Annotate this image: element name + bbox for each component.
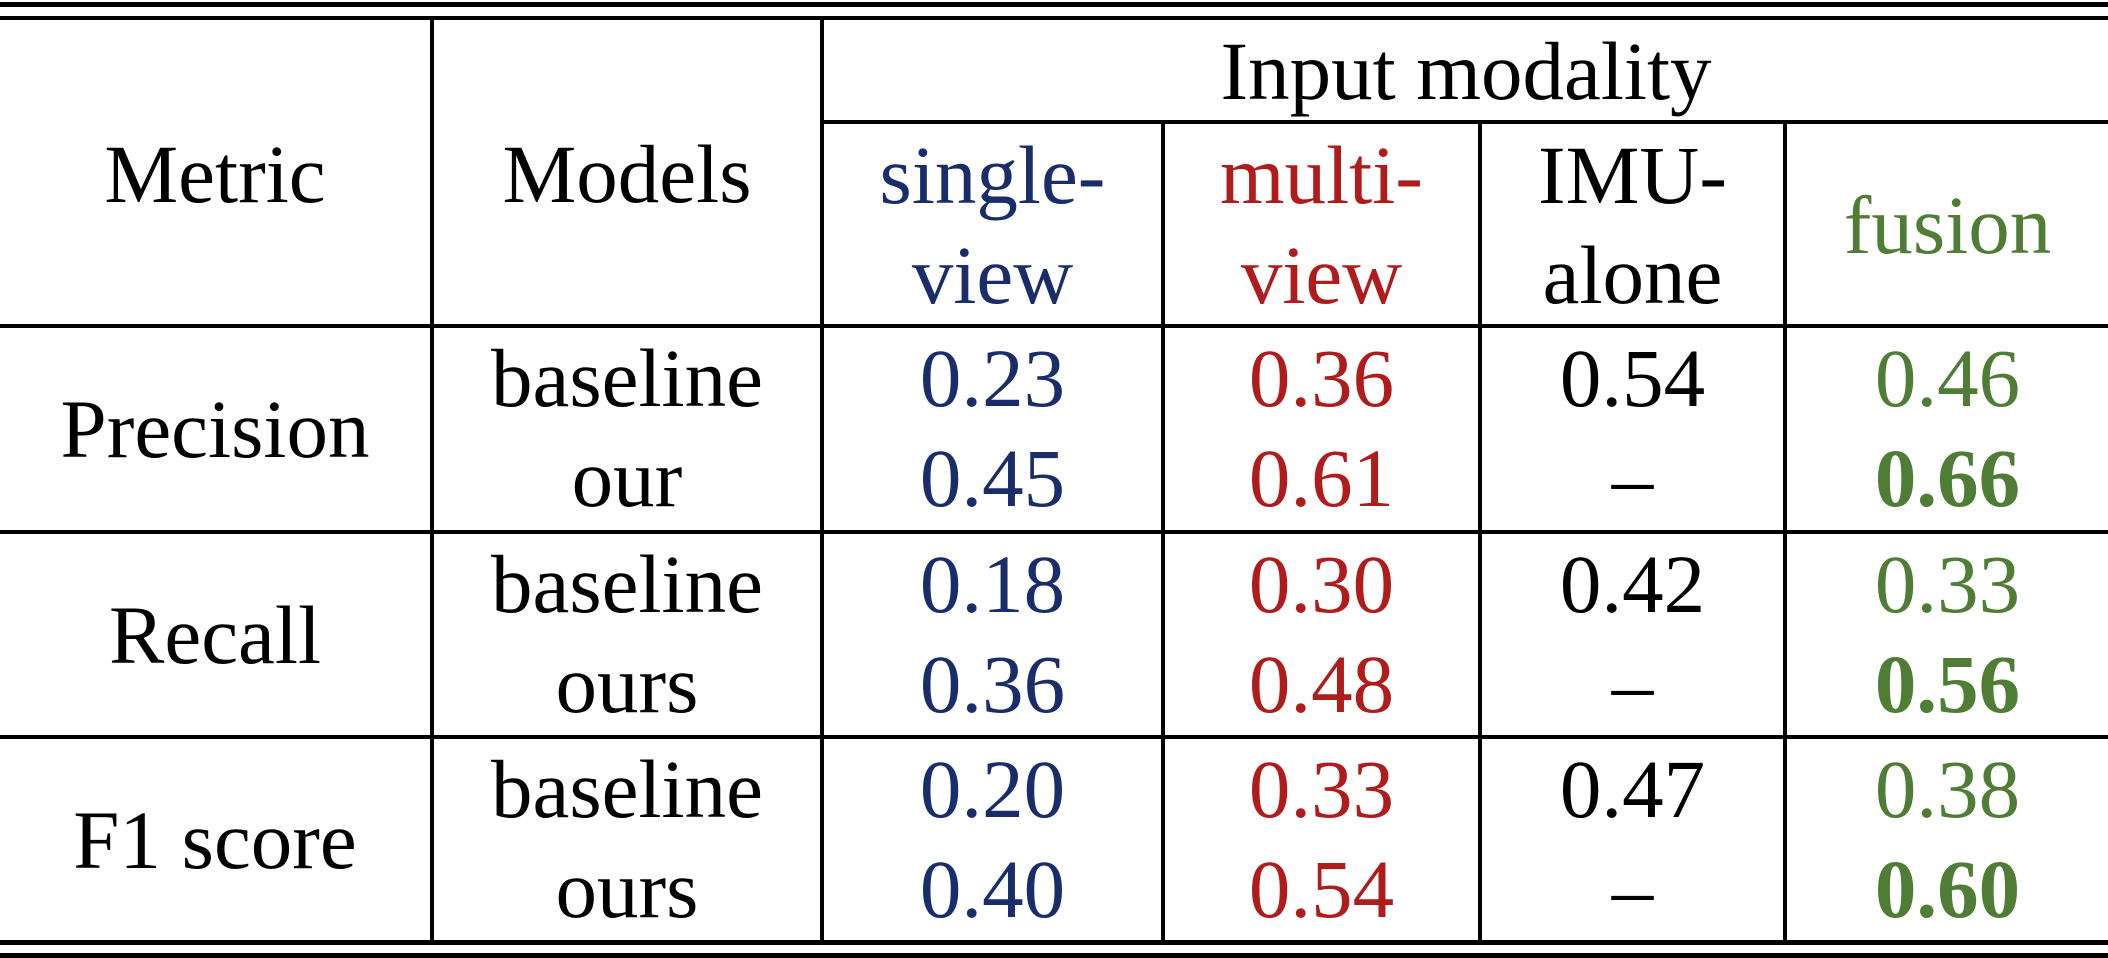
header-imu-alone-line1: IMU-: [1537, 129, 1728, 221]
header-single-view-line1: single-: [879, 129, 1106, 221]
value-imu-alone: 0.54: [1559, 332, 1706, 424]
header-multi-view-line1: multi-: [1220, 129, 1423, 221]
header-imu-alone-line2: alone: [1542, 229, 1723, 321]
value-fusion-best: 0.56: [1874, 638, 2021, 730]
header-rule: [0, 324, 2108, 328]
group-rule-1: [0, 530, 2108, 534]
value-multi-view: 0.48: [1248, 638, 1395, 730]
model-baseline: baseline: [491, 538, 763, 630]
top-rule-1: [0, 2, 2108, 7]
header-models: Models: [502, 128, 752, 220]
value-imu-alone: –: [1611, 843, 1654, 935]
bottom-rule-2: [0, 953, 2108, 958]
vrule-metric-models: [430, 20, 434, 940]
vrule-multi-imu: [1478, 122, 1482, 940]
value-imu-alone: –: [1611, 638, 1654, 730]
metric-recall: Recall: [109, 588, 321, 681]
bottom-rule-1: [0, 940, 2108, 945]
header-single-view: single- view: [824, 126, 1161, 324]
value-single-view: 0.45: [919, 432, 1066, 524]
header-single-view-line2: view: [911, 229, 1074, 321]
header-multi-view: multi- view: [1165, 126, 1478, 324]
header-fusion: fusion: [1843, 179, 2052, 271]
value-single-view: 0.23: [919, 332, 1066, 424]
value-multi-view: 0.61: [1248, 432, 1395, 524]
model-baseline: baseline: [491, 332, 763, 424]
value-imu-alone: 0.42: [1559, 538, 1706, 630]
model-ours: ours: [555, 638, 699, 730]
modality-rule: [822, 120, 2108, 124]
value-fusion-best: 0.66: [1874, 432, 2021, 524]
header-metric: Metric: [104, 128, 326, 220]
value-multi-view: 0.33: [1248, 743, 1395, 835]
value-fusion-best: 0.60: [1874, 843, 2021, 935]
vrule-imu-fusion: [1783, 122, 1787, 940]
value-single-view: 0.20: [919, 743, 1066, 835]
model-ours: our: [571, 432, 683, 524]
top-rule-2: [0, 16, 2108, 20]
vrule-single-multi: [1161, 122, 1165, 940]
model-ours: ours: [555, 843, 699, 935]
value-multi-view: 0.30: [1248, 538, 1395, 630]
metric-precision: Precision: [60, 383, 370, 475]
header-imu-alone: IMU- alone: [1482, 126, 1783, 324]
value-single-view: 0.36: [919, 638, 1066, 730]
value-multi-view: 0.36: [1248, 332, 1395, 424]
metric-f1-score: F1 score: [73, 793, 357, 886]
value-fusion: 0.38: [1874, 743, 2021, 835]
vrule-models-single: [820, 20, 824, 940]
value-multi-view: 0.54: [1248, 843, 1395, 935]
value-single-view: 0.18: [919, 538, 1066, 630]
value-single-view: 0.40: [919, 843, 1066, 935]
header-input-modality: Input modality: [1220, 25, 1712, 117]
value-imu-alone: 0.47: [1559, 743, 1706, 835]
group-rule-2: [0, 735, 2108, 739]
value-fusion: 0.33: [1874, 538, 2021, 630]
value-fusion: 0.46: [1874, 332, 2021, 424]
value-imu-alone: –: [1611, 432, 1654, 524]
header-multi-view-line2: view: [1240, 229, 1403, 321]
model-baseline: baseline: [491, 743, 763, 835]
